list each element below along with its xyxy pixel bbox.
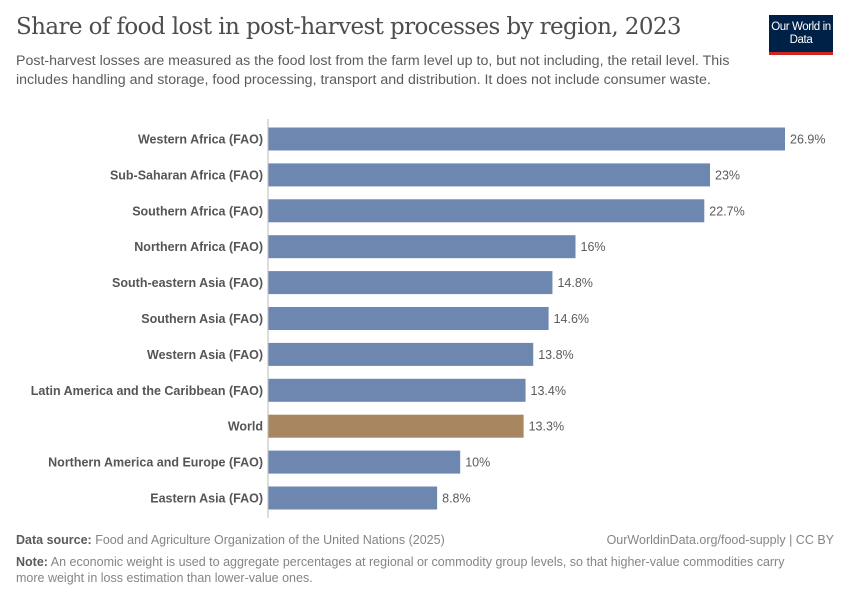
value-label: 8.8% xyxy=(442,492,471,506)
category-label: Western Asia (FAO) xyxy=(147,348,263,362)
value-label: 10% xyxy=(465,456,490,470)
category-label: Northern America and Europe (FAO) xyxy=(48,456,263,470)
category-label: Western Africa (FAO) xyxy=(138,133,263,147)
bar xyxy=(268,378,526,402)
bar xyxy=(268,342,534,366)
data-source: Data source: Food and Agriculture Organi… xyxy=(16,533,445,547)
owid-logo[interactable]: Our World in Data xyxy=(769,15,833,55)
category-label: South-eastern Asia (FAO) xyxy=(112,276,263,290)
source-label: Data source: xyxy=(16,533,92,547)
value-label: 13.4% xyxy=(531,384,566,398)
category-label: Southern Asia (FAO) xyxy=(141,312,263,326)
bar xyxy=(268,199,705,223)
value-label: 26.9% xyxy=(790,133,825,147)
category-label: Eastern Asia (FAO) xyxy=(150,492,263,506)
note-text: An economic weight is used to aggregate … xyxy=(16,555,785,585)
bar xyxy=(268,414,524,438)
value-label: 14.6% xyxy=(554,312,589,326)
chart-title: Share of food lost in post-harvest proce… xyxy=(16,14,682,40)
value-label: 13.8% xyxy=(538,348,573,362)
category-label: Sub-Saharan Africa (FAO) xyxy=(110,168,263,182)
note-label: Note: xyxy=(16,555,48,569)
category-label: Southern Africa (FAO) xyxy=(132,204,263,218)
category-label: Latin America and the Caribbean (FAO) xyxy=(31,384,263,398)
category-label: Northern Africa (FAO) xyxy=(134,240,263,254)
note: Note: An economic weight is used to aggr… xyxy=(16,554,816,586)
value-label: 13.3% xyxy=(529,420,564,434)
bar xyxy=(268,307,549,330)
url-license[interactable]: OurWorldinData.org/food-supply | CC BY xyxy=(606,533,834,547)
bar xyxy=(268,163,711,187)
value-label: 22.7% xyxy=(709,204,744,218)
bar xyxy=(268,127,785,151)
value-label: 23% xyxy=(715,168,740,182)
bar xyxy=(268,486,438,510)
chart-subtitle: Post-harvest losses are measured as the … xyxy=(16,53,730,88)
bar xyxy=(268,235,576,259)
bar xyxy=(268,450,461,474)
category-label: World xyxy=(228,420,263,434)
value-label: 14.8% xyxy=(557,276,592,290)
source-text[interactable]: Food and Agriculture Organization of the… xyxy=(95,533,445,547)
bar xyxy=(268,271,553,295)
value-label: 16% xyxy=(581,240,606,254)
